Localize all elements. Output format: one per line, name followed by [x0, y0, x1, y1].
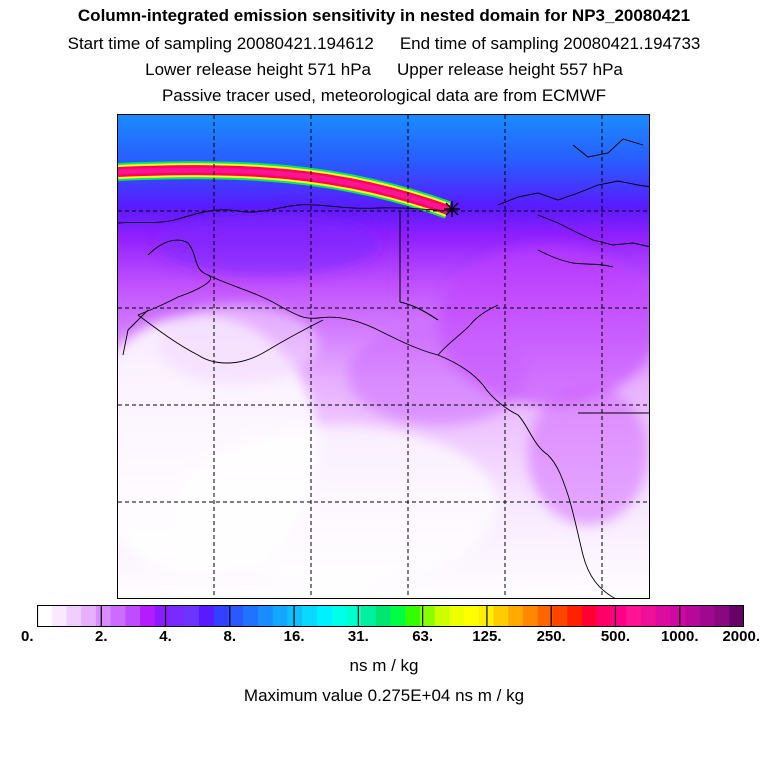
colorbar-swatch	[670, 605, 686, 627]
colorbar-swatch	[640, 605, 657, 627]
colorbar-swatch	[537, 605, 554, 627]
colorbar-swatch	[331, 605, 347, 627]
colorbar-swatch	[434, 605, 451, 627]
colorbar-swatch	[361, 605, 377, 627]
sensitivity-map	[117, 114, 650, 599]
political-borders	[399, 211, 649, 414]
trajectory-plume	[118, 161, 452, 219]
colorbar-swatch	[125, 605, 141, 627]
colorbar-swatch	[257, 605, 274, 627]
colorbar-swatch	[287, 605, 303, 627]
colorbar-swatch	[51, 605, 68, 627]
colorbar-tick-label: 2000.	[722, 628, 760, 645]
colorbar-tick-label: 1000.	[660, 628, 699, 645]
colorbar-swatch	[449, 605, 465, 627]
colorbar-swatch	[272, 605, 288, 627]
end-time: End time of sampling 20080421.194733	[399, 34, 701, 53]
colorbar-tick-label: 0.	[21, 628, 34, 645]
colorbar-swatch	[493, 605, 509, 627]
colorbar-swatch	[552, 605, 568, 627]
high-sensitivity-region	[158, 215, 649, 525]
colorbar-swatch	[316, 605, 333, 627]
coastlines	[118, 138, 649, 598]
colorbar-swatch	[523, 605, 539, 627]
map-canvas	[118, 115, 649, 598]
low-sensitivity-region	[118, 305, 498, 585]
colorbar-tick-label: 4.	[159, 628, 172, 645]
colorbar-swatch	[37, 605, 53, 627]
colorbar-tick-label: 250.	[536, 628, 566, 645]
lat-lon-grid	[118, 115, 649, 598]
colorbar-swatch	[626, 605, 642, 627]
colorbar-swatch	[699, 605, 716, 627]
colorbar-tick-label: 500.	[600, 628, 631, 645]
colorbar-swatch	[154, 605, 171, 627]
colorbar-tick-label: 2.	[95, 628, 108, 645]
tracer-note: Passive tracer used, meteorological data…	[161, 86, 607, 105]
colorbar-tick-label: 16.	[283, 628, 305, 645]
colorbar-swatch	[419, 605, 436, 627]
colorbar-swatch	[405, 605, 421, 627]
colorbar-swatch	[729, 605, 744, 627]
start-time: Start time of sampling 20080421.194612	[67, 34, 374, 53]
sampling-time-line: Start time of sampling 20080421.194612 En…	[0, 34, 768, 54]
release-height-line: Lower release height 571 hPa Upper releas…	[0, 60, 768, 80]
colorbar-swatch	[346, 605, 362, 627]
colorbar-swatch	[581, 605, 598, 627]
lower-release-height: Lower release height 571 hPa	[145, 60, 371, 79]
colorbar-swatch	[390, 605, 406, 627]
colorbar-swatch	[199, 605, 215, 627]
colorbar-frame	[37, 605, 744, 627]
max-value: Maximum value 0.275E+04 ns m / kg	[243, 686, 525, 705]
colorbar-swatch	[81, 605, 97, 627]
colorbar-swatch	[611, 605, 627, 627]
colorbar-swatch	[567, 605, 583, 627]
colorbar-swatch	[140, 605, 156, 627]
colorbar-swatch	[66, 605, 82, 627]
colorbar-tick-label: 63.	[412, 628, 434, 645]
colorbar-swatch	[228, 605, 244, 627]
colorbar-labels: 0. 2. 4. 8. 16. 31. 63. 125. 250. 500. 1000. 2000.	[0, 628, 768, 648]
colorbar-swatch	[302, 605, 318, 627]
colorbar-swatch	[714, 605, 730, 627]
colorbar-swatch	[110, 605, 126, 627]
plot-title: Column-integrated emission sensitivity i…	[77, 6, 691, 25]
colorbar-swatch	[596, 605, 613, 627]
colorbar-units: ns m / kg	[349, 656, 419, 675]
colorbar-swatch	[184, 605, 200, 627]
colorbar-swatch	[685, 605, 701, 627]
colorbar-swatch	[375, 605, 392, 627]
colorbar-tick-label: 8.	[223, 628, 237, 645]
star-icon	[444, 201, 460, 217]
colorbar-swatch	[169, 605, 185, 627]
colorbar-swatch	[95, 605, 112, 627]
colorbar-swatch	[464, 605, 480, 627]
colorbar	[37, 605, 744, 627]
colorbar-swatch	[508, 605, 524, 627]
colorbar-swatch	[213, 605, 230, 627]
colorbar-swatch	[243, 605, 259, 627]
colorbar-swatch	[655, 605, 671, 627]
upper-release-height: Upper release height 557 hPa	[397, 60, 623, 79]
colorbar-tick-label: 31.	[347, 628, 369, 645]
colorbar-tick-label: 125.	[472, 628, 502, 645]
